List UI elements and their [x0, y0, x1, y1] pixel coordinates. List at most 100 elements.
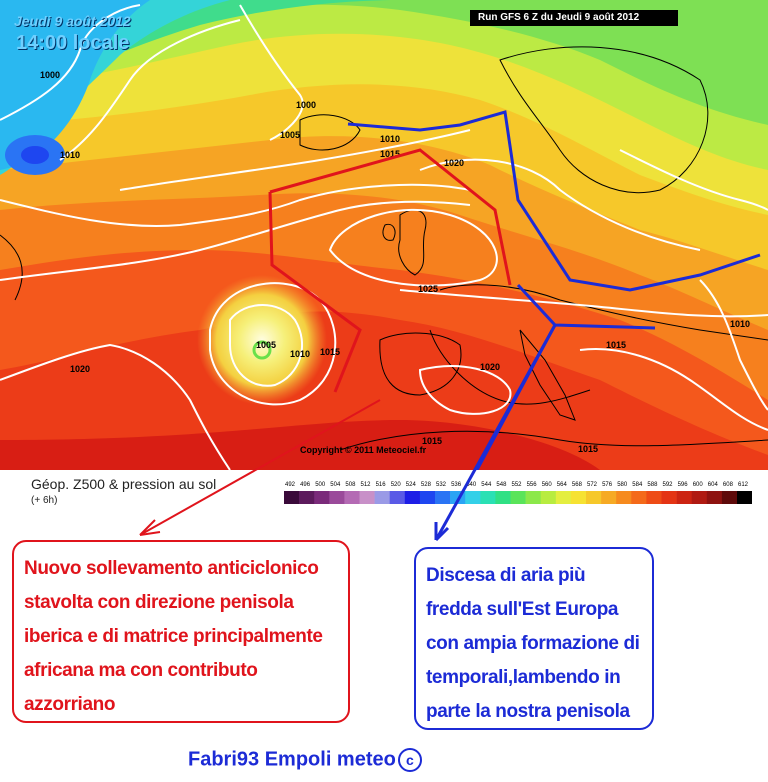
scale-swatch [706, 491, 723, 504]
isobars [0, 4, 768, 470]
scale-tick-label: 540 [466, 482, 477, 488]
scale-tick-label: 576 [602, 482, 613, 488]
scale-swatch [691, 491, 708, 504]
scale-swatch [721, 491, 738, 504]
britain-coast [398, 209, 427, 276]
scale-tick-label: 544 [481, 482, 492, 488]
scale-swatch [525, 491, 541, 504]
blue-annotation-text: Discesa di aria più fredda sull'Est Euro… [426, 565, 640, 722]
scale-tick-label: 548 [496, 482, 507, 488]
africa-coast [339, 430, 768, 451]
red-arrow-head [139, 519, 161, 536]
isobar-label: 1010 [60, 150, 80, 160]
legend-title: Géop. Z500 & pression au sol [31, 476, 217, 492]
scale-tick-label: 564 [557, 482, 568, 488]
isobar [119, 129, 471, 191]
scale-tick-label: 524 [406, 482, 417, 488]
scale-tick-label: 508 [345, 482, 356, 488]
map-canvas: 1000 1000 1005 1010 1015 1020 1025 1005 … [0, 0, 768, 470]
scale-swatch [646, 491, 662, 504]
isobar-label: 1015 [422, 436, 442, 446]
coastlines [0, 46, 768, 451]
scale-swatch [555, 491, 572, 504]
red-annotation-box: Nuovo sollevamento anticiclonico stavolt… [12, 540, 350, 723]
cutoff-low-center [252, 340, 272, 360]
map-time: 14:00 locale [16, 32, 130, 54]
scale-swatch [419, 491, 436, 504]
scale-tick-label: 612 [738, 482, 749, 488]
scale-swatch [495, 491, 511, 504]
isobar [418, 365, 512, 415]
isobar [229, 304, 304, 387]
iceland-coast [299, 114, 361, 151]
scale-tick-label: 572 [587, 482, 598, 488]
map-date: Jeudi 9 août 2012 [14, 13, 131, 29]
scale-swatch [314, 491, 330, 504]
isobar-label: 1015 [606, 340, 626, 350]
scale-swatch [284, 491, 300, 504]
blue-arrow-head [434, 522, 450, 542]
scale-tick-label: 596 [678, 482, 689, 488]
isobar [0, 4, 141, 121]
scale-tick-label: 600 [693, 482, 704, 488]
band-light-blue [0, 0, 150, 170]
greenland-tip [0, 234, 23, 301]
isobar-label: 1010 [730, 319, 750, 329]
isobar-labels: 1000 1000 1005 1010 1015 1020 1025 1005 … [40, 70, 750, 454]
scale-tick-label: 520 [391, 482, 402, 488]
author-signature: Fabri93 Empoli meteo c [188, 748, 422, 772]
isobar [209, 282, 337, 406]
scandinavia-coast [499, 46, 709, 194]
blue-arrow [434, 324, 557, 541]
scale-swatch [586, 491, 602, 504]
blue-annotation-box: Discesa di aria più fredda sull'Est Euro… [414, 547, 654, 730]
scale-tick-label: 504 [330, 482, 341, 488]
color-scale: 492 496 500 504 508 512 516 520 524 528 532 536 540 5… [284, 482, 752, 504]
isobar [0, 183, 471, 227]
isobar [59, 19, 241, 161]
scale-tick-label: 552 [512, 482, 523, 488]
scale-tick-label: 580 [617, 482, 628, 488]
isobar-label: 1000 [296, 100, 316, 110]
scale-tick-label: 608 [723, 482, 734, 488]
scale-tick-label: 516 [376, 482, 387, 488]
scale-tick-label: 536 [451, 482, 462, 488]
isobar-label: 1000 [40, 70, 60, 80]
scale-swatch [601, 491, 617, 504]
isobar [619, 149, 768, 211]
scale-swatch [299, 491, 315, 504]
isobar [419, 158, 701, 251]
scale-tick-label: 556 [527, 482, 538, 488]
scale-tick-label: 568 [572, 482, 583, 488]
iberia-coast [379, 332, 462, 396]
isobar-label: 1020 [70, 364, 90, 374]
ireland-coast [382, 223, 396, 241]
scale-tick-label: 584 [632, 482, 643, 488]
weather-map: 1000 1000 1005 1010 1015 1020 1025 1005 … [0, 0, 768, 470]
signature-text: Fabri93 Empoli meteo [188, 748, 396, 771]
isobar [0, 343, 231, 470]
scale-swatch [329, 491, 345, 504]
scale-swatch [389, 491, 406, 504]
isobar-label: 1020 [480, 362, 500, 372]
scale-tick-label: 496 [300, 482, 311, 488]
scale-tick-label: 512 [361, 482, 372, 488]
scale-swatch [570, 491, 587, 504]
scale-tick-label: 588 [647, 482, 658, 488]
scale-swatch [435, 491, 451, 504]
isobar [579, 348, 768, 431]
scale-tick-label: 560 [542, 482, 553, 488]
isobar-label: 1005 [256, 340, 276, 350]
scale-swatch [737, 491, 752, 504]
low-core-inner [21, 146, 49, 164]
cutoff-low [197, 275, 327, 405]
red-arrow [139, 399, 381, 536]
scale-swatch [661, 491, 677, 504]
isobar-label: 1010 [380, 134, 400, 144]
isobar-label: 1020 [444, 158, 464, 168]
scale-tick-label: 492 [285, 482, 296, 488]
scale-tick-label: 528 [421, 482, 432, 488]
scale-swatch [404, 491, 421, 504]
scale-swatch [510, 491, 526, 504]
